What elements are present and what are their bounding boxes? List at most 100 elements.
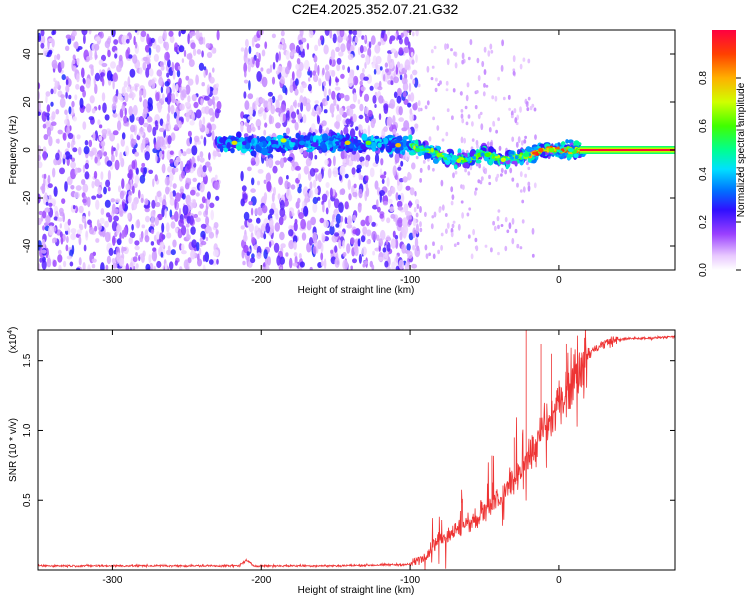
spectrogram-cell — [454, 170, 458, 175]
spectrogram-cell — [437, 249, 440, 255]
spectrogram-cell — [263, 249, 268, 260]
spectrogram-cell — [292, 235, 298, 244]
spectrogram-cell — [159, 241, 165, 249]
spectrogram-cell — [121, 265, 127, 270]
spectrogram-cell — [410, 74, 413, 80]
spectrogram-cell — [276, 255, 281, 266]
spectrogram-cell — [132, 265, 136, 270]
spectrogram-cell — [373, 68, 377, 75]
spectrogram-cell — [326, 95, 330, 102]
spectrogram-cell — [279, 266, 283, 270]
spectrogram-cell — [203, 136, 207, 147]
spectrogram-cell — [252, 102, 255, 111]
spectrogram-cell — [84, 140, 89, 146]
spectrogram-cell — [169, 197, 175, 206]
spectrogram-cell — [439, 80, 442, 85]
spectrogram-cell — [178, 150, 182, 157]
spectrogram-cell — [390, 80, 394, 86]
spectrogram-cell — [214, 181, 220, 191]
spectrogram-cell — [261, 147, 268, 156]
spectrogram-cell — [383, 137, 389, 145]
spectrogram-cell — [152, 178, 155, 188]
spectrogram-cell — [144, 167, 148, 174]
spectrogram-cell — [533, 107, 537, 112]
spectrogram-cell — [404, 36, 409, 46]
spectrogram-cell — [365, 54, 370, 65]
spectrogram-cell — [235, 145, 242, 150]
spectrogram-cell — [267, 157, 274, 169]
spectrogram-cell — [384, 62, 389, 68]
spectrogram-cell — [488, 174, 491, 180]
spectrogram-cell — [164, 81, 170, 87]
spectrogram-cell — [279, 256, 286, 265]
spectrogram-cell — [382, 200, 388, 206]
spectrogram-cell — [70, 228, 77, 234]
spectrogram-cell — [134, 245, 140, 251]
spectrogram-cell — [309, 237, 313, 246]
spectrogram-cell — [212, 95, 215, 106]
spectrogram-cell — [286, 110, 291, 121]
spectrogram-cell — [378, 238, 384, 247]
spectrogram-cell — [128, 93, 133, 99]
spectrogram-cell — [460, 113, 464, 119]
spectrogram-cell — [415, 155, 419, 160]
spectrogram-cell — [59, 231, 63, 238]
spectrogram-cell — [241, 141, 247, 146]
spectrogram-cell — [201, 82, 205, 87]
spectrogram-cell — [383, 74, 386, 82]
spectrogram-cell — [538, 147, 544, 153]
spectrogram-cell — [81, 67, 85, 79]
spectrogram-cell — [392, 128, 397, 135]
spectrogram-cell — [457, 223, 461, 231]
spectrogram-cell — [533, 182, 537, 189]
spectrogram-cell — [61, 74, 66, 81]
spectrogram-cell — [477, 152, 481, 158]
spectrogram-cell — [527, 184, 531, 192]
spectrogram-cell — [96, 161, 101, 166]
spectrogram-cell — [296, 68, 302, 79]
spectrogram-cell — [134, 174, 140, 185]
spectrogram-cell — [317, 64, 320, 76]
spectrogram-cell — [78, 223, 82, 229]
spectrogram-cell — [285, 252, 289, 257]
spectrogram-cell — [356, 164, 362, 170]
spectrogram-cell — [466, 82, 470, 88]
spectrogram-cell — [379, 66, 383, 71]
spectrogram-cell — [70, 161, 76, 169]
spectrogram-cell — [466, 212, 470, 217]
spectrogram-cell — [408, 200, 412, 208]
spectrogram-cell — [38, 100, 41, 112]
spectrogram-cell — [511, 217, 515, 225]
spectrogram-cell — [219, 145, 224, 153]
spectrogram-cell — [352, 258, 357, 264]
spectrogram-cell — [315, 173, 318, 182]
spectrogram-cell — [324, 230, 331, 235]
spectrogram-cell — [507, 94, 511, 100]
spectrogram-cell — [465, 121, 469, 126]
spectrogram-cell — [157, 102, 162, 113]
spectrogram-cell — [380, 174, 386, 179]
spectrogram-cell — [396, 61, 401, 68]
spectrogram-cell — [42, 123, 47, 129]
spectrogram-cell — [46, 115, 50, 121]
spectrogram-cell — [488, 181, 492, 186]
spectrogram-cell — [111, 154, 115, 163]
spectrogram-cell — [432, 116, 435, 121]
spectrogram-cell — [72, 65, 77, 72]
spectrogram-cell — [359, 80, 363, 86]
spectrogram-cell — [193, 135, 200, 142]
spectrogram-cell — [358, 114, 364, 120]
spectrogram-cell — [202, 234, 206, 240]
spectrogram-cell — [311, 123, 316, 132]
spectrogram-cell — [322, 234, 326, 242]
spectrogram-cell — [197, 210, 202, 216]
spectrogram-cell — [342, 259, 349, 270]
spectrogram-cell — [428, 252, 431, 257]
spectrogram-cell — [416, 245, 420, 252]
y-tick-label: 0.5 — [22, 493, 33, 507]
spectrogram-cell — [99, 31, 104, 39]
spectrogram-cell — [167, 245, 171, 252]
spectrogram-cell — [85, 78, 91, 89]
spectrogram-cell — [179, 266, 183, 270]
spectrogram-cell — [88, 64, 94, 69]
